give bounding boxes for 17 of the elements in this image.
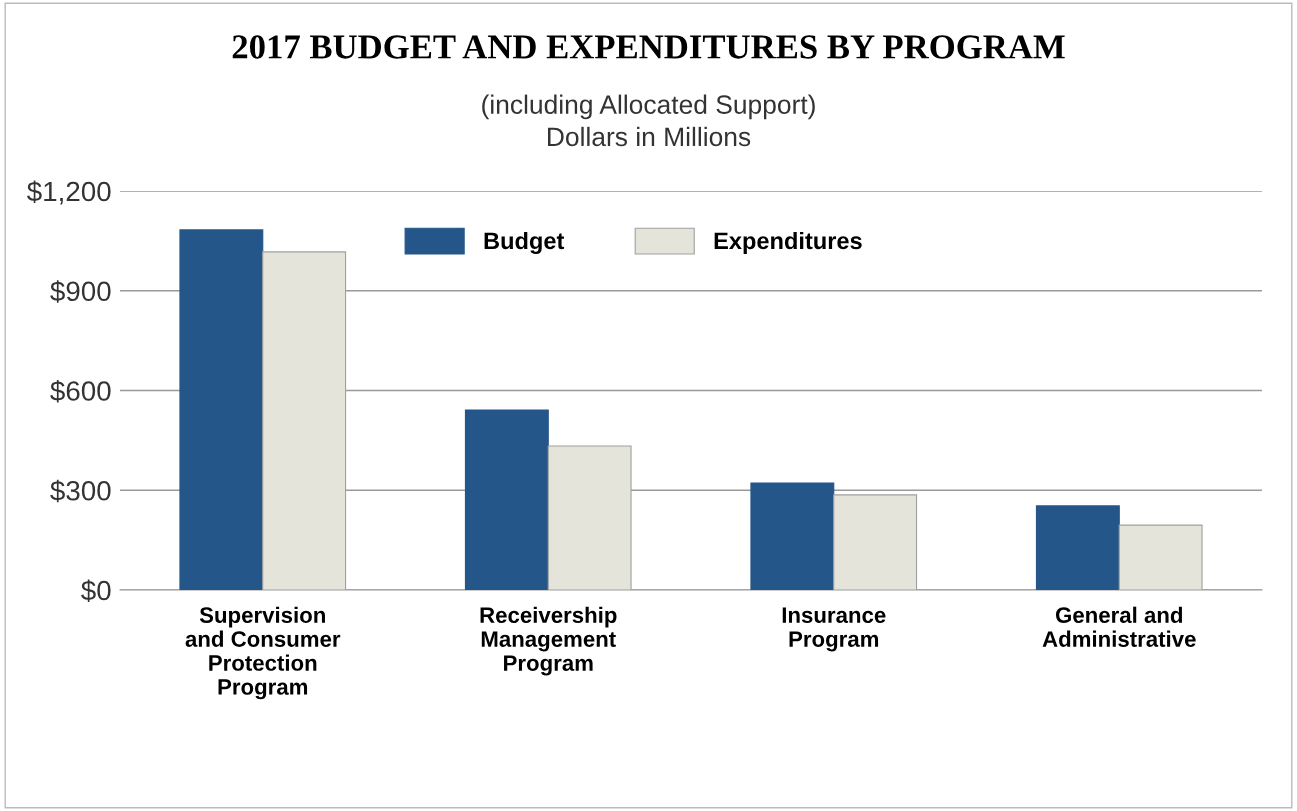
y-tick-label: $600 <box>50 380 111 403</box>
bar <box>179 229 264 590</box>
legend-label: Expenditures <box>714 231 862 254</box>
bar <box>464 409 549 590</box>
y-tick-label: $0 <box>81 579 111 602</box>
x-tick-label: Insurance Program <box>782 607 886 652</box>
chart-subtitle: (including Allocated Support) Dollars in Millions <box>482 94 815 147</box>
y-tick-label: $1,200 <box>27 180 111 205</box>
chart-title: 2017 BUDGET AND EXPENDITURES BY PROGRAM <box>232 35 1065 59</box>
bar <box>750 482 835 590</box>
y-tick-label: $900 <box>50 280 111 303</box>
legend-label: Budget <box>484 231 565 254</box>
x-tick-label: Supervision and Consumer Protection Program <box>185 606 341 700</box>
y-tick-label: $300 <box>50 479 111 503</box>
x-tick-label: General and Administrative <box>1042 606 1196 647</box>
x-tick-label: Receivership Management Program <box>480 606 617 676</box>
bar <box>1035 505 1120 590</box>
